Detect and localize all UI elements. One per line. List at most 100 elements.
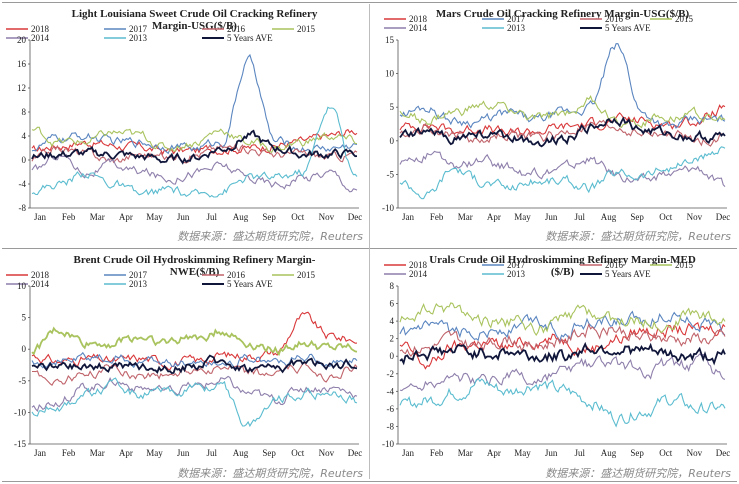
chart-mars-margin: Mars Crude Oil Cracking Refinery Margin-… <box>372 6 733 224</box>
x-tick-label: Jun <box>177 448 190 458</box>
legend: 2018 2017 2016 2015 2014 2013 5 Years AVE <box>384 260 694 279</box>
x-tick-label: Jun <box>545 448 558 458</box>
series-line-5-years-ave <box>31 354 358 375</box>
x-tick-label: Jul <box>207 448 218 458</box>
x-tick-label: Sep <box>262 448 276 458</box>
legend-label: 2018 <box>409 14 428 24</box>
series-line-2017 <box>399 43 726 129</box>
y-tick-label: -10 <box>14 407 26 417</box>
y-tick-label: 0 <box>390 351 395 361</box>
x-tick-label: Oct <box>291 212 304 222</box>
series-line-5-years-ave <box>399 341 726 366</box>
y-tick-label: 0 <box>22 155 27 165</box>
x-tick-label: Apr <box>487 212 501 222</box>
legend-label: 2017 <box>507 14 526 24</box>
x-tick-label: Mar <box>458 212 473 222</box>
legend-label: 2014 <box>31 33 50 43</box>
x-tick-label: Sep <box>630 212 644 222</box>
source-note: 数据来源：盛达期货研究院，Reuters <box>545 230 731 243</box>
y-tick-label: 4 <box>22 131 27 141</box>
series-line-2013 <box>399 377 726 428</box>
legend-label: 2018 <box>31 270 50 280</box>
legend-label: 2017 <box>129 24 148 34</box>
y-tick-label: -10 <box>382 439 394 449</box>
y-tick-label: -2 <box>387 369 395 379</box>
series-line-5-years-ave <box>399 116 726 148</box>
chart-title: Light Louisiana Sweet Crude Oil Cracking… <box>72 8 318 20</box>
legend-label: 2014 <box>31 279 50 289</box>
chart-subtitle: NWE($/B) <box>170 266 220 278</box>
center-divider <box>369 4 370 479</box>
source-note: 数据来源：盛达期货研究院，Reuters <box>177 230 363 243</box>
x-tick-label: Feb <box>430 448 444 458</box>
x-tick-label: Aug <box>601 212 617 222</box>
x-tick-label: Dec <box>348 448 363 458</box>
y-tick-label: 5 <box>390 102 395 112</box>
chart-subtitle: Margin-USG($/B) <box>152 20 237 32</box>
y-tick-label: 16 <box>17 59 27 69</box>
x-tick-label: Oct <box>291 448 304 458</box>
y-tick-label: 12 <box>17 83 26 93</box>
series-line-2014 <box>399 150 726 187</box>
series-line-2017 <box>31 351 358 369</box>
x-tick-label: Mar <box>90 212 105 222</box>
x-tick-label: Jan <box>34 448 46 458</box>
y-tick-label: 20 <box>17 35 27 45</box>
chart-brent-margin: Brent Crude Oil Hydroskimming Refinery M… <box>4 252 365 460</box>
x-tick-label: Dec <box>716 448 731 458</box>
legend-label: 2016 <box>605 14 624 24</box>
chart-title: Urals Crude Oil Hydroskimming Refinery M… <box>429 254 696 266</box>
y-tick-label: -6 <box>387 404 395 414</box>
x-tick-label: Jul <box>575 212 586 222</box>
y-tick-label: 8 <box>22 107 27 117</box>
x-tick-label: Mar <box>458 448 473 458</box>
x-tick-label: Nov <box>319 448 335 458</box>
legend-label: 5 Years AVE <box>227 279 273 289</box>
chart-lls-margin: Light Louisiana Sweet Crude Oil Cracking… <box>4 6 365 224</box>
series-line-2014 <box>399 353 726 392</box>
legend-label: 2015 <box>297 24 316 34</box>
top-rule <box>2 2 737 3</box>
source-note: 数据来源：盛达期货研究院，Reuters <box>545 467 731 480</box>
y-tick-label: -5 <box>387 169 395 179</box>
x-tick-label: Dec <box>716 212 731 222</box>
x-tick-label: Aug <box>233 448 249 458</box>
y-tick-label: -4 <box>387 386 395 396</box>
x-tick-label: Apr <box>487 448 501 458</box>
series-line-2017 <box>399 310 726 342</box>
series-line-5-years-ave <box>31 129 358 165</box>
legend-label: 2017 <box>507 260 526 270</box>
legend-label: 2013 <box>507 269 526 279</box>
y-tick-label: -8 <box>387 421 395 431</box>
y-tick-label: 8 <box>390 281 395 291</box>
series-line-2015 <box>31 126 357 154</box>
legend-label: 5 Years AVE <box>605 23 651 33</box>
y-tick-label: 10 <box>385 69 395 79</box>
legend-label: 2013 <box>129 279 148 289</box>
x-tick-label: Apr <box>119 448 133 458</box>
y-tick-label: -8 <box>19 203 27 213</box>
chart-title: Mars Crude Oil Cracking Refinery Margin-… <box>436 8 690 20</box>
y-tick-label: 4 <box>390 316 395 326</box>
chart-svg-1: Mars Crude Oil Cracking Refinery Margin-… <box>382 8 731 222</box>
y-tick-label: 0 <box>390 136 395 146</box>
legend-label: 2014 <box>409 23 428 33</box>
x-tick-label: Feb <box>430 212 444 222</box>
legend-label: 2015 <box>675 14 694 24</box>
x-tick-label: Nov <box>687 212 703 222</box>
x-tick-label: Jul <box>207 212 218 222</box>
series-line-2017 <box>31 53 358 155</box>
chart-svg-3: Urals Crude Oil Hydroskimming Refinery M… <box>382 254 731 458</box>
series-line-2014 <box>31 375 358 412</box>
series-line-2014 <box>31 152 358 193</box>
x-tick-label: Jan <box>34 212 46 222</box>
y-tick-label: 5 <box>22 313 27 323</box>
legend-label: 2013 <box>507 23 526 33</box>
x-tick-label: Sep <box>630 448 644 458</box>
y-tick-label: 15 <box>385 35 395 45</box>
legend-label: 2017 <box>129 270 148 280</box>
legend: 2018 2017 2016 2015 2014 2013 5 Years AVE <box>384 14 694 33</box>
x-tick-label: Feb <box>62 448 76 458</box>
legend-label: 2016 <box>605 260 624 270</box>
x-tick-label: Oct <box>659 212 672 222</box>
